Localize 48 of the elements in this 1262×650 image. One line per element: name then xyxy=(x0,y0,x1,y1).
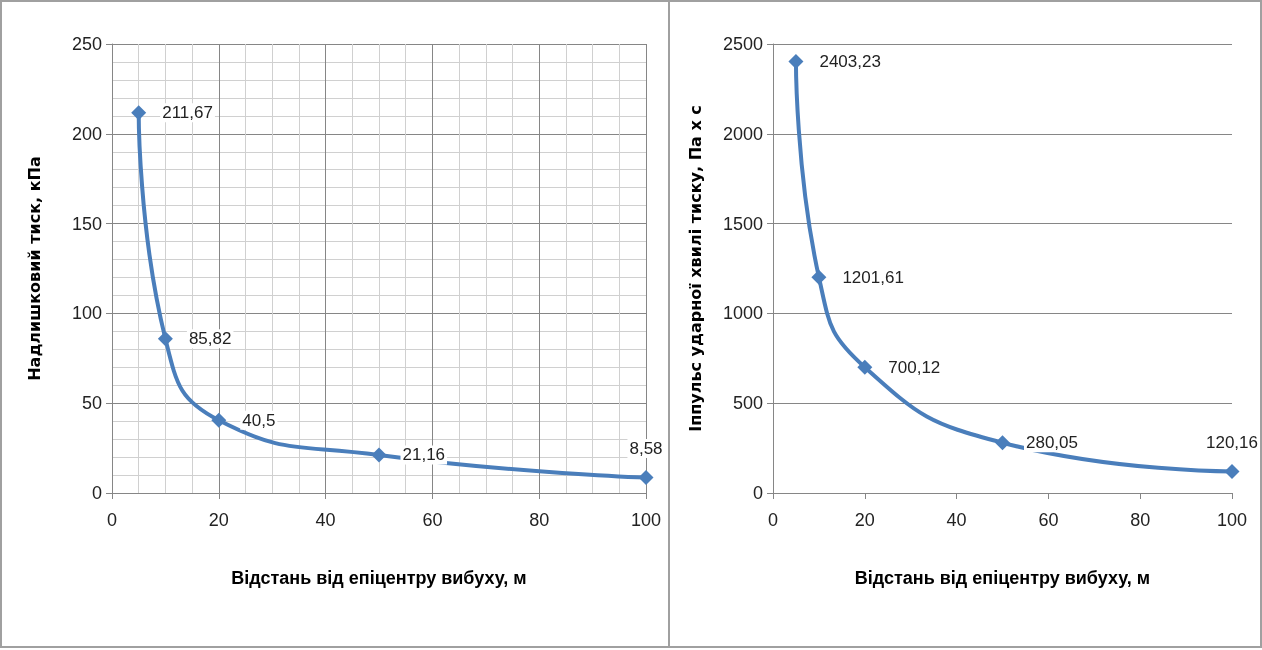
y-axis-title: Надлишковий тиск, кПа xyxy=(24,156,44,381)
data-label: 85,82 xyxy=(188,329,232,349)
point xyxy=(371,447,387,463)
data-label: 40,5 xyxy=(242,410,276,430)
y-tick-label: 500 xyxy=(732,393,763,414)
data-label: 120,16 xyxy=(1206,432,1258,452)
x-tick-label: 40 xyxy=(315,510,336,530)
x-tick-label: 20 xyxy=(854,510,875,530)
data-label: 280,05 xyxy=(1026,433,1078,453)
y-tick-label: 1000 xyxy=(722,303,763,324)
x-tick-label: 60 xyxy=(1038,510,1059,530)
x-axis-title: Відстань від епіцентру вибуху, м xyxy=(231,568,527,588)
point xyxy=(811,269,827,285)
point xyxy=(211,412,227,428)
point xyxy=(857,359,873,375)
x-tick-label: 0 xyxy=(106,510,118,530)
y-tick-label: 2000 xyxy=(722,123,763,144)
point xyxy=(995,435,1010,451)
x-tick-label: 80 xyxy=(1130,510,1151,530)
data-label: 700,12 xyxy=(888,357,941,377)
y-tick-label: 50 xyxy=(81,393,102,414)
x-tick-label: 0 xyxy=(767,510,779,530)
point xyxy=(1224,463,1240,479)
x-tick-label: 100 xyxy=(1216,510,1248,530)
y-tick-label: 1500 xyxy=(722,213,763,234)
x-axis-title: Відстань від епіцентру вибуху, м xyxy=(854,568,1151,588)
point xyxy=(157,331,173,347)
point xyxy=(638,470,654,486)
x-tick-label: 80 xyxy=(529,510,550,530)
point xyxy=(788,53,804,69)
data-label: 1201,61 xyxy=(842,267,904,287)
x-tick-label: 20 xyxy=(208,510,229,530)
y-tick-label: 150 xyxy=(71,213,102,234)
y-tick-label: 2500 xyxy=(722,34,763,54)
data-label: 8,58 xyxy=(629,439,663,459)
x-tick-label: 60 xyxy=(422,510,443,530)
data-label: 21,16 xyxy=(402,445,446,465)
y-tick-label: 0 xyxy=(91,483,102,503)
y-tick-label: 100 xyxy=(71,303,102,324)
y-tick-label: 200 xyxy=(71,123,102,144)
y-tick-label: 250 xyxy=(71,34,102,54)
x-tick-label: 100 xyxy=(630,510,662,530)
data-label: 2403,23 xyxy=(819,51,881,71)
y-tick-label: 0 xyxy=(752,483,763,503)
data-label: 211,67 xyxy=(162,103,213,123)
x-tick-label: 40 xyxy=(946,510,967,530)
point xyxy=(131,105,147,121)
y-axis-title: Іппульс ударної хвилі тиску, Па х с xyxy=(685,105,705,432)
